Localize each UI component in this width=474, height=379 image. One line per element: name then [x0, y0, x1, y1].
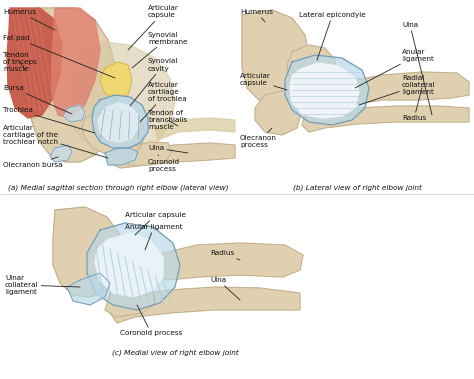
Polygon shape: [105, 148, 138, 165]
Text: Articular capsule: Articular capsule: [125, 212, 186, 235]
Polygon shape: [98, 103, 138, 142]
Text: Anular
ligament: Anular ligament: [355, 49, 434, 88]
Text: Radial
collateral
ligament: Radial collateral ligament: [359, 75, 436, 105]
Polygon shape: [82, 110, 145, 155]
Text: Ulna: Ulna: [148, 145, 188, 153]
Text: Coronoid process: Coronoid process: [120, 305, 182, 336]
Polygon shape: [50, 145, 72, 162]
Text: Tendon of
branchialis
muscle: Tendon of branchialis muscle: [148, 110, 187, 130]
Polygon shape: [105, 287, 155, 317]
Text: Articular
capsule: Articular capsule: [240, 74, 287, 90]
Polygon shape: [105, 143, 235, 168]
Text: Articular
capsule: Articular capsule: [128, 6, 179, 50]
Polygon shape: [155, 118, 235, 140]
Polygon shape: [52, 8, 100, 118]
Polygon shape: [53, 207, 125, 297]
Polygon shape: [67, 273, 110, 305]
Text: Ulna: Ulna: [402, 22, 432, 115]
Text: Articular
cartilage of the
trochlear notch: Articular cartilage of the trochlear not…: [3, 125, 108, 158]
Text: Radius: Radius: [210, 250, 240, 260]
Polygon shape: [100, 62, 132, 98]
Text: Synovial
membrane: Synovial membrane: [132, 31, 188, 68]
Text: Olecranon bursa: Olecranon bursa: [3, 157, 63, 168]
Polygon shape: [153, 243, 303, 280]
Text: Olecranon
process: Olecranon process: [240, 128, 277, 149]
Text: Bursa: Bursa: [3, 85, 72, 114]
Text: Humerus: Humerus: [3, 9, 55, 30]
Text: Humerus: Humerus: [240, 9, 273, 22]
Polygon shape: [285, 55, 369, 125]
Text: Radius: Radius: [402, 88, 426, 121]
Text: Coronoid
process: Coronoid process: [148, 155, 180, 172]
Polygon shape: [128, 142, 172, 165]
Text: Synovial
cavity: Synovial cavity: [130, 58, 178, 106]
Text: (b) Lateral view of right elbow joint: (b) Lateral view of right elbow joint: [292, 185, 421, 191]
Polygon shape: [242, 10, 309, 102]
Text: Ulna: Ulna: [210, 277, 240, 300]
Polygon shape: [63, 105, 85, 122]
Polygon shape: [110, 287, 300, 323]
Polygon shape: [95, 233, 163, 297]
Text: (a) Medial sagittal section through right elbow (lateral view): (a) Medial sagittal section through righ…: [8, 185, 228, 191]
Text: Trochlea: Trochlea: [3, 107, 95, 133]
Text: (c) Medial view of right elbow joint: (c) Medial view of right elbow joint: [111, 350, 238, 356]
Text: Fat pad: Fat pad: [3, 35, 115, 78]
Polygon shape: [68, 42, 175, 155]
Polygon shape: [302, 106, 469, 132]
Polygon shape: [255, 90, 302, 135]
Polygon shape: [335, 72, 469, 112]
Polygon shape: [87, 223, 180, 310]
Polygon shape: [92, 95, 148, 148]
Text: Articular
cartilage
of trochlea: Articular cartilage of trochlea: [140, 82, 187, 122]
Text: Anular ligament: Anular ligament: [125, 224, 182, 250]
Polygon shape: [7, 8, 62, 118]
Polygon shape: [290, 63, 359, 118]
Polygon shape: [287, 45, 337, 92]
Text: Ulnar
collateral
ligament: Ulnar collateral ligament: [5, 275, 80, 295]
Text: Tendon
of triceps
muscle: Tendon of triceps muscle: [3, 52, 37, 72]
Polygon shape: [28, 8, 118, 162]
Text: Lateral epicondyle: Lateral epicondyle: [299, 12, 366, 60]
